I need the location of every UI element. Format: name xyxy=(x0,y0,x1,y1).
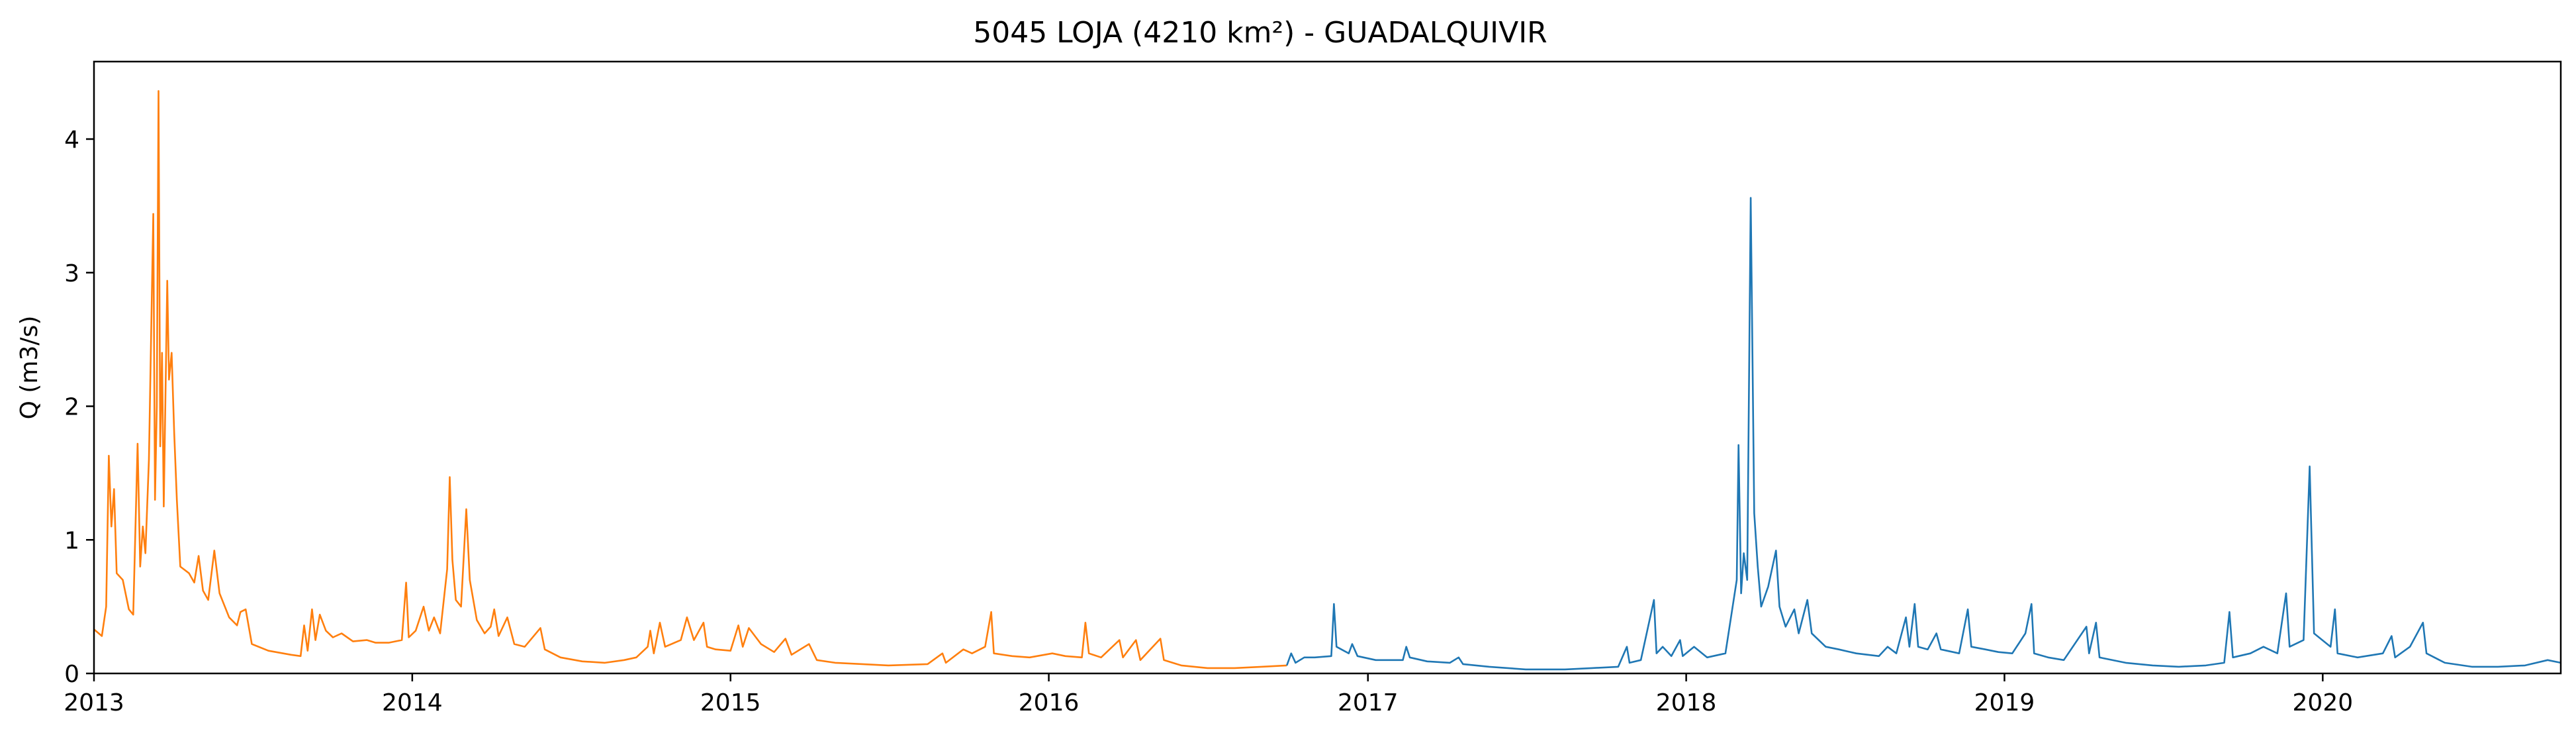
x-tick-label: 2014 xyxy=(382,689,443,716)
x-tick-label: 2018 xyxy=(1656,689,1717,716)
y-axis-ticks: 0 1 2 3 4 xyxy=(64,126,94,688)
x-tick-label: 2020 xyxy=(2293,689,2354,716)
x-tick-label: 2019 xyxy=(1974,689,2035,716)
y-tick-label: 4 xyxy=(64,126,79,154)
y-tick-label: 1 xyxy=(64,527,79,554)
x-axis-ticks: 2013 2014 2015 2016 2017 2018 2019 2020 xyxy=(64,673,2353,716)
x-tick-label: 2016 xyxy=(1019,689,1080,716)
series-line-0 xyxy=(93,90,1287,669)
series-layer xyxy=(93,90,2561,671)
x-tick-label: 2013 xyxy=(64,689,124,716)
plot-area-frame xyxy=(93,60,2562,675)
chart-title: 5045 LOJA (4210 km²) - GUADALQUIVIR xyxy=(973,16,1547,50)
y-axis-label: Q (m3/s) xyxy=(16,316,43,420)
series-line-1 xyxy=(1285,197,2561,671)
x-tick-label: 2017 xyxy=(1338,689,1399,716)
y-tick-label: 2 xyxy=(64,394,79,421)
y-tick-label: 0 xyxy=(64,661,79,688)
y-tick-label: 3 xyxy=(64,260,79,287)
x-tick-label: 2015 xyxy=(700,689,761,716)
